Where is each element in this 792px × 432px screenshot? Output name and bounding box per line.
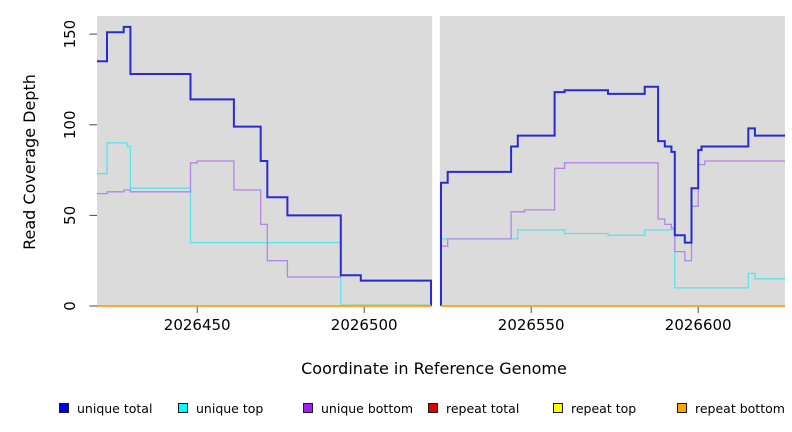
y-axis-title: Read Coverage Depth bbox=[20, 74, 39, 250]
series-unique-bottom-line bbox=[440, 160, 785, 306]
series-unique-top-line bbox=[440, 229, 785, 306]
y-axis-tick-label: 0 bbox=[61, 301, 79, 311]
x-axis-tick-label: 2026550 bbox=[498, 316, 565, 334]
series-unique-total-line bbox=[97, 25, 432, 306]
x-axis-tick-label: 2026450 bbox=[164, 316, 231, 334]
x-axis-title: Coordinate in Reference Genome bbox=[301, 359, 567, 378]
y-axis-tick-label: 100 bbox=[61, 110, 79, 139]
y-axis-tick-label: 150 bbox=[61, 20, 79, 49]
x-axis-tick-label: 2026600 bbox=[665, 316, 732, 334]
y-axis-tick-label: 50 bbox=[61, 206, 79, 225]
x-axis-tick-label: 2026500 bbox=[331, 316, 398, 334]
series-unique-total-line bbox=[440, 85, 785, 306]
no-data-gap-band bbox=[432, 15, 440, 308]
